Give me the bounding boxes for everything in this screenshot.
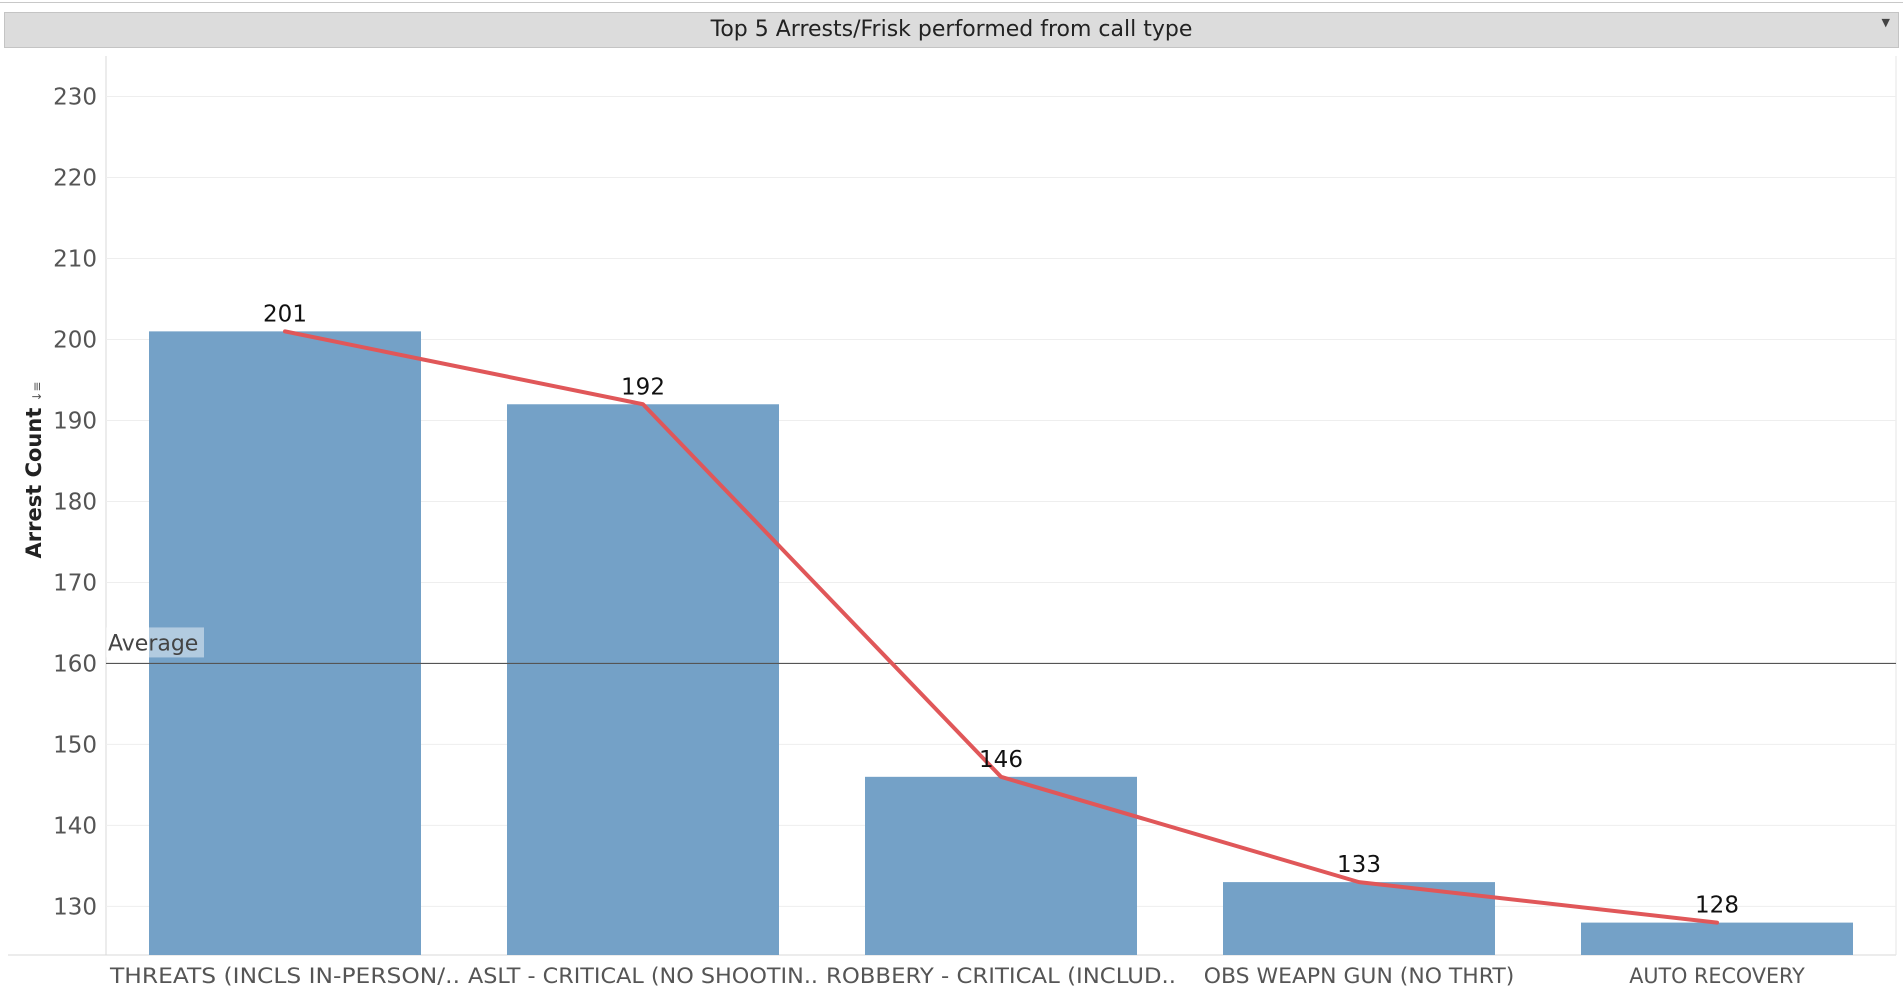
y-tick-label: 170 — [53, 570, 97, 596]
y-tick-label: 140 — [53, 813, 97, 839]
bar[interactable] — [149, 331, 421, 955]
y-axis-title-area: Arrest Count ↓≡ — [14, 340, 54, 600]
y-tick-label: 190 — [53, 408, 97, 434]
trend-line — [283, 329, 1719, 925]
data-label: 201 — [263, 301, 307, 327]
data-label: 133 — [1337, 852, 1381, 878]
bar[interactable] — [507, 404, 779, 956]
y-tick-label: 180 — [53, 489, 97, 515]
chevron-down-icon[interactable]: ▼ — [1881, 16, 1890, 29]
average-label-background — [106, 627, 204, 658]
x-category-label[interactable]: THREATS (INCLS IN-PERSON/.. — [109, 964, 460, 988]
y-tick-label: 130 — [53, 894, 97, 920]
y-tick-label: 160 — [53, 651, 97, 677]
chart-title-bar: Top 5 Arrests/Frisk performed from call … — [4, 12, 1899, 48]
data-label: 146 — [979, 747, 1023, 773]
y-tick-label: 210 — [53, 246, 97, 272]
x-category-label[interactable]: ASLT - CRITICAL (NO SHOOTIN.. — [468, 964, 818, 988]
average-reference-label: Average — [108, 631, 198, 656]
data-label: 192 — [621, 374, 665, 400]
x-category-label[interactable]: AUTO RECOVERY — [1629, 964, 1805, 988]
y-axis-title-text: Arrest Count — [22, 407, 46, 559]
sort-descending-icon[interactable]: ↓≡ — [30, 381, 44, 402]
data-label: 128 — [1695, 893, 1739, 919]
chart-title: Top 5 Arrests/Frisk performed from call … — [710, 17, 1193, 42]
x-category-label[interactable]: ROBBERY - CRITICAL (INCLUD.. — [826, 964, 1176, 988]
y-tick-label: 200 — [53, 327, 97, 353]
y-tick-label: 150 — [53, 732, 97, 758]
y-tick-label: 220 — [53, 165, 97, 191]
top-divider — [0, 2, 1903, 3]
bar[interactable] — [1581, 922, 1853, 955]
y-axis-title: Arrest Count ↓≡ — [22, 382, 46, 559]
bar[interactable] — [865, 776, 1137, 955]
y-tick-label: 230 — [53, 84, 97, 110]
x-category-label[interactable]: OBS WEAPN GUN (NO THRT) — [1204, 964, 1515, 988]
